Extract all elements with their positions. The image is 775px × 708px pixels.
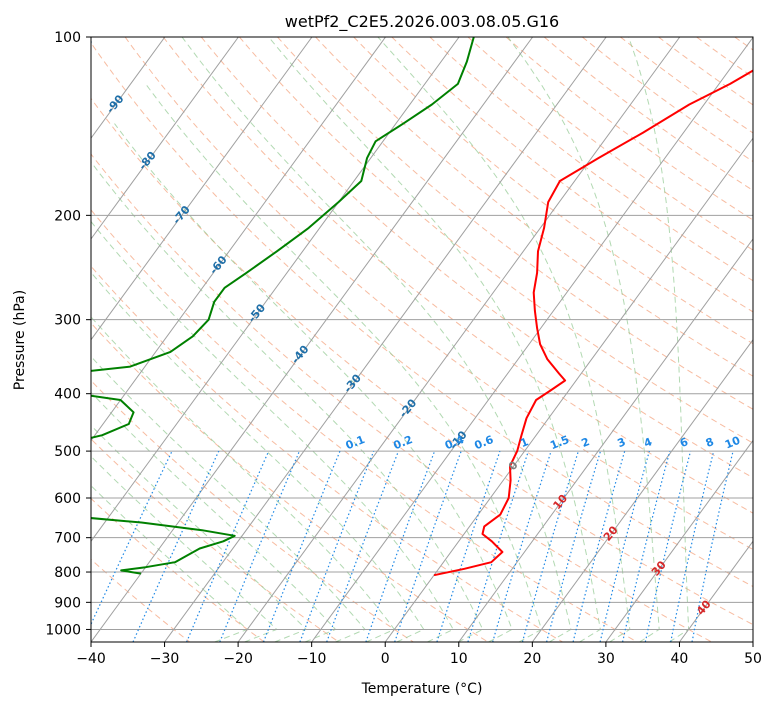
x-tick-label: 10	[450, 651, 468, 667]
mixing-ratio-line	[186, 450, 270, 642]
mixing-ratio-line	[219, 450, 300, 642]
temperature-line	[433, 69, 753, 577]
isotherm	[311, 37, 753, 642]
x-axis-label: Temperature (°C)	[361, 681, 483, 697]
plot-frame	[90, 36, 754, 643]
y-tick-label: 700	[54, 531, 81, 547]
moist-adiabat	[91, 391, 337, 642]
x-tick-label: 0	[381, 651, 390, 667]
y-tick-label: 600	[54, 491, 81, 507]
mixing-ratio-line	[394, 450, 462, 642]
mixing-ratio-line	[572, 450, 626, 642]
mixing-ratio-label: 8	[704, 435, 716, 450]
mixing-ratio-line	[262, 450, 341, 642]
y-tick-label: 900	[54, 595, 81, 611]
mixing-ratio-line	[599, 450, 650, 642]
plot-area: -100-90-80-70-60-50-40-30-20-10010203040…	[91, 37, 753, 642]
moist-adiabat	[91, 455, 278, 642]
x-tick-label: −30	[150, 651, 180, 667]
x-tick-label: −20	[223, 651, 253, 667]
dry-adiabat	[91, 97, 753, 626]
mixing-ratio-line	[299, 450, 375, 642]
pressure-gridlines	[91, 37, 753, 630]
moist-adiabat	[91, 271, 425, 642]
mixing-ratio-line	[622, 450, 671, 642]
mixing-ratio-line	[644, 450, 692, 642]
isotherm	[384, 137, 753, 642]
isotherm	[458, 238, 753, 642]
mixing-ratio-label: 2	[579, 435, 591, 450]
mixing-ratio-line	[492, 450, 552, 642]
isotherm	[531, 338, 753, 642]
dry-adiabat	[391, 37, 753, 313]
mixing-ratio-line	[365, 450, 436, 642]
dry-adiabat	[315, 37, 753, 377]
mixing-ratio-label: 1	[518, 435, 530, 450]
mixing-ratio-line	[521, 450, 579, 642]
profile-lines	[91, 37, 753, 577]
x-tick-label: −10	[297, 651, 327, 667]
mixing-ratio-label: 3	[616, 435, 628, 450]
y-tick-label: 300	[54, 313, 81, 329]
isotherm	[91, 37, 386, 442]
dry-adiabat	[429, 37, 753, 282]
isotherms	[91, 37, 753, 642]
mixing-ratio-line	[670, 450, 715, 642]
x-tick-label: 40	[671, 651, 689, 667]
isotherm	[605, 439, 753, 642]
x-tick-label: 30	[597, 651, 615, 667]
moist-adiabat	[114, 123, 513, 642]
mixing-ratio-line	[546, 450, 602, 642]
mixing-ratio-line	[326, 450, 399, 642]
y-tick-label: 200	[54, 208, 81, 224]
moist-adiabat	[145, 83, 543, 642]
mixing-ratio-line	[467, 450, 529, 642]
x-tick-label: 20	[523, 651, 541, 667]
dry-adiabat	[239, 37, 753, 444]
moist-adiabat	[91, 484, 249, 642]
y-tick-label: 400	[54, 387, 81, 403]
y-axis-ticks: 100 200 300 400 500 600 700 800 900 1000	[45, 30, 91, 638]
mixing-ratio-line	[436, 450, 501, 642]
dry-adiabat	[277, 37, 753, 410]
chart-title: wetPf2_C2E5.2026.003.08.05.G16	[285, 12, 559, 32]
dry-adiabat	[543, 37, 753, 192]
dry-adiabat	[162, 37, 753, 514]
isotherm	[91, 37, 534, 642]
moist-adiabat	[91, 161, 484, 642]
isotherm	[91, 37, 239, 240]
dry-adiabat	[91, 438, 340, 642]
dry-adiabat	[124, 37, 753, 551]
x-tick-label: 50	[744, 651, 762, 667]
x-axis-ticks: −40 −30 −20 −10 0 10 20 30 40 50	[76, 642, 762, 667]
y-tick-label: 800	[54, 565, 81, 581]
moist-adiabat	[91, 316, 396, 642]
moist-adiabat	[628, 37, 690, 642]
dry-adiabat	[91, 497, 265, 642]
isotherm	[237, 37, 681, 642]
moist-adiabat	[268, 37, 601, 642]
moist-adiabat	[91, 355, 366, 642]
isotherm	[164, 37, 607, 642]
y-tick-label: 1000	[45, 622, 81, 638]
moist-adiabat	[181, 37, 572, 642]
y-tick-label: 100	[54, 30, 81, 46]
dewpoint-line	[91, 37, 475, 575]
y-axis-label: Pressure (hPa)	[12, 290, 28, 390]
x-tick-label: −40	[76, 651, 106, 667]
mixing-ratio-lines	[91, 450, 734, 642]
moist-adiabat	[377, 37, 631, 642]
mixing-ratio-label: 10	[723, 434, 742, 452]
y-tick-label: 500	[54, 444, 81, 460]
